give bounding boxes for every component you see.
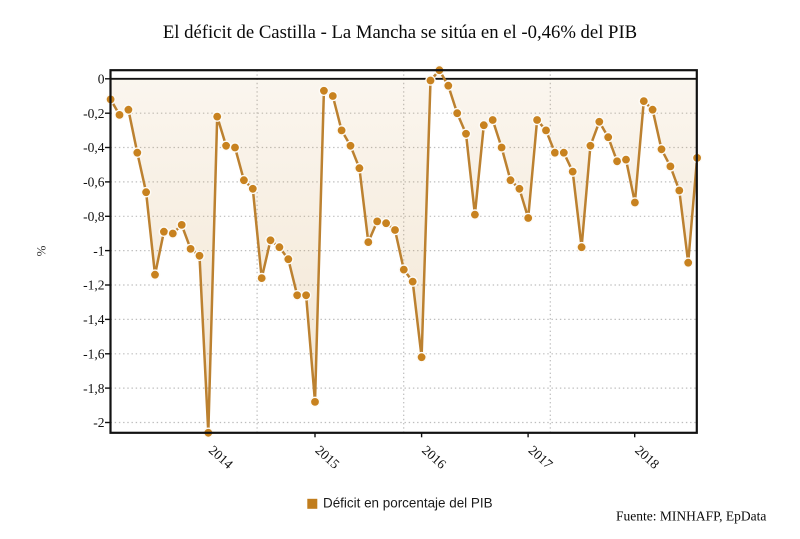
svg-text:El déficit de Castilla - La Ma: El déficit de Castilla - La Mancha se si… <box>163 22 637 43</box>
svg-text:-1: -1 <box>93 243 104 258</box>
svg-text:-2: -2 <box>93 415 104 430</box>
svg-text:%: % <box>34 245 49 256</box>
svg-text:-0,4: -0,4 <box>83 140 105 155</box>
svg-text:-1,2: -1,2 <box>83 278 104 293</box>
svg-text:0: 0 <box>98 72 105 87</box>
svg-text:-0,8: -0,8 <box>83 209 105 224</box>
svg-text:Déficit en porcentaje del PIB: Déficit en porcentaje del PIB <box>323 495 493 510</box>
svg-text:-0,6: -0,6 <box>83 175 105 190</box>
svg-text:Fuente: MINHAFP, EpData: Fuente: MINHAFP, EpData <box>616 509 766 524</box>
svg-text:-0,2: -0,2 <box>83 106 104 121</box>
svg-text:-1,6: -1,6 <box>83 347 105 362</box>
svg-text:-1,8: -1,8 <box>83 381 105 396</box>
svg-text:-1,4: -1,4 <box>83 312 105 327</box>
